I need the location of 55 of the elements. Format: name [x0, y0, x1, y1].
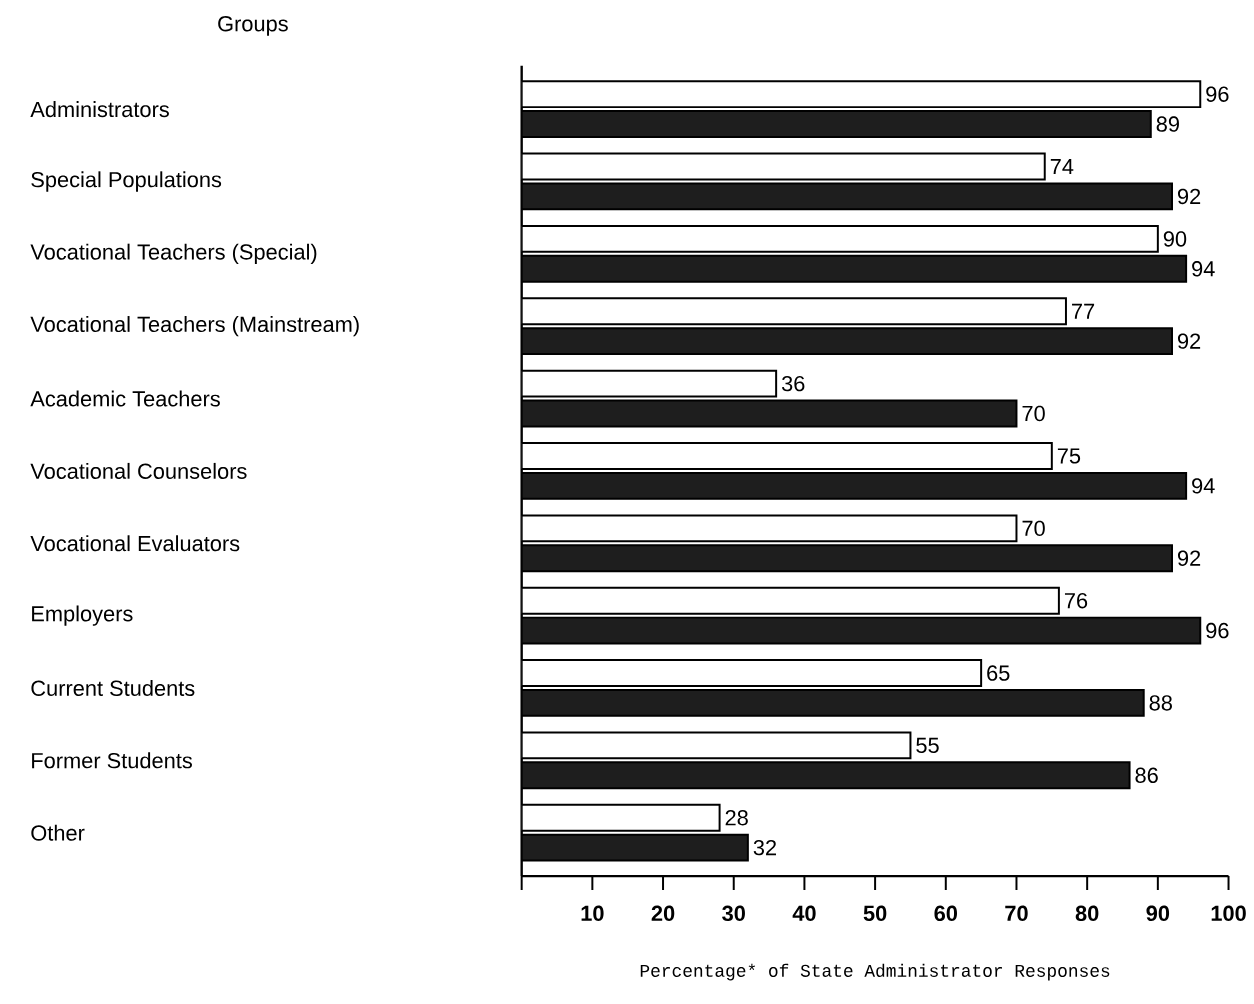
data-label: 96 — [1206, 86, 1229, 103]
data-label: 70 — [1022, 406, 1045, 422]
data-label: 75 — [1057, 448, 1081, 464]
bar — [521, 327, 1173, 356]
x-axis-title: Percentage* of State Administrator Responses — [640, 964, 1110, 981]
y-tick-label: Vocational Teachers (Special) — [30, 243, 317, 265]
y-tick-label: Other — [31, 824, 85, 841]
data-label: 94 — [1192, 478, 1215, 494]
data-label: 94 — [1192, 261, 1215, 277]
data-label: 77 — [1072, 304, 1095, 319]
x-tick-label: 70 — [1005, 905, 1028, 922]
x-tick-label: 50 — [863, 905, 887, 922]
data-label: 28 — [725, 810, 748, 826]
data-label: 65 — [987, 665, 1010, 682]
data-label: 90 — [1163, 231, 1187, 247]
y-tick-label: Administrators — [30, 101, 169, 118]
data-label: 89 — [1156, 116, 1179, 133]
data-label: 86 — [1135, 767, 1158, 784]
y-tick-label: Vocational Counselors — [30, 463, 247, 480]
text: Groups — [218, 16, 288, 36]
y-tick-label: Academic Teachers — [30, 390, 220, 407]
data-label: 32 — [753, 840, 776, 856]
data-label: 76 — [1064, 593, 1088, 609]
x-tick-label: 10 — [581, 905, 604, 922]
bar — [521, 761, 1131, 790]
data-label: 92 — [1177, 333, 1201, 350]
y-tick-label: Former Students — [32, 752, 192, 769]
x-tick-label: 30 — [722, 905, 745, 922]
bar — [521, 110, 1152, 139]
x-tick-label: 80 — [1075, 905, 1099, 922]
x-tick-label: 60 — [934, 905, 958, 922]
data-label: 36 — [781, 376, 805, 392]
x-tick-label: 90 — [1146, 905, 1170, 922]
bar — [521, 255, 1188, 283]
bar — [521, 616, 1202, 645]
data-label: 70 — [1022, 520, 1045, 537]
bar — [521, 833, 749, 862]
x-tick-label: 100 — [1211, 905, 1246, 922]
data-label: 74 — [1050, 159, 1074, 175]
data-label: 96 — [1206, 623, 1229, 639]
data-label: 92 — [1177, 188, 1201, 205]
y-tick-label: Employers — [32, 605, 133, 627]
x-tick-label: 20 — [651, 905, 675, 922]
y-tick-label: Vocational Teachers (Mainstream) — [30, 316, 359, 337]
y-tick-label: Current Students — [31, 680, 195, 697]
bar — [521, 182, 1173, 211]
y-tick-label: Vocational Evaluators — [30, 535, 240, 552]
x-tick-label: 40 — [792, 905, 816, 922]
bar — [521, 472, 1188, 501]
data-label: 88 — [1149, 695, 1172, 711]
data-label: 55 — [916, 738, 939, 754]
bar — [521, 544, 1173, 573]
data-label: 92 — [1177, 550, 1201, 567]
bar — [521, 689, 1145, 718]
y-tick-label: Special Populations — [31, 171, 222, 192]
